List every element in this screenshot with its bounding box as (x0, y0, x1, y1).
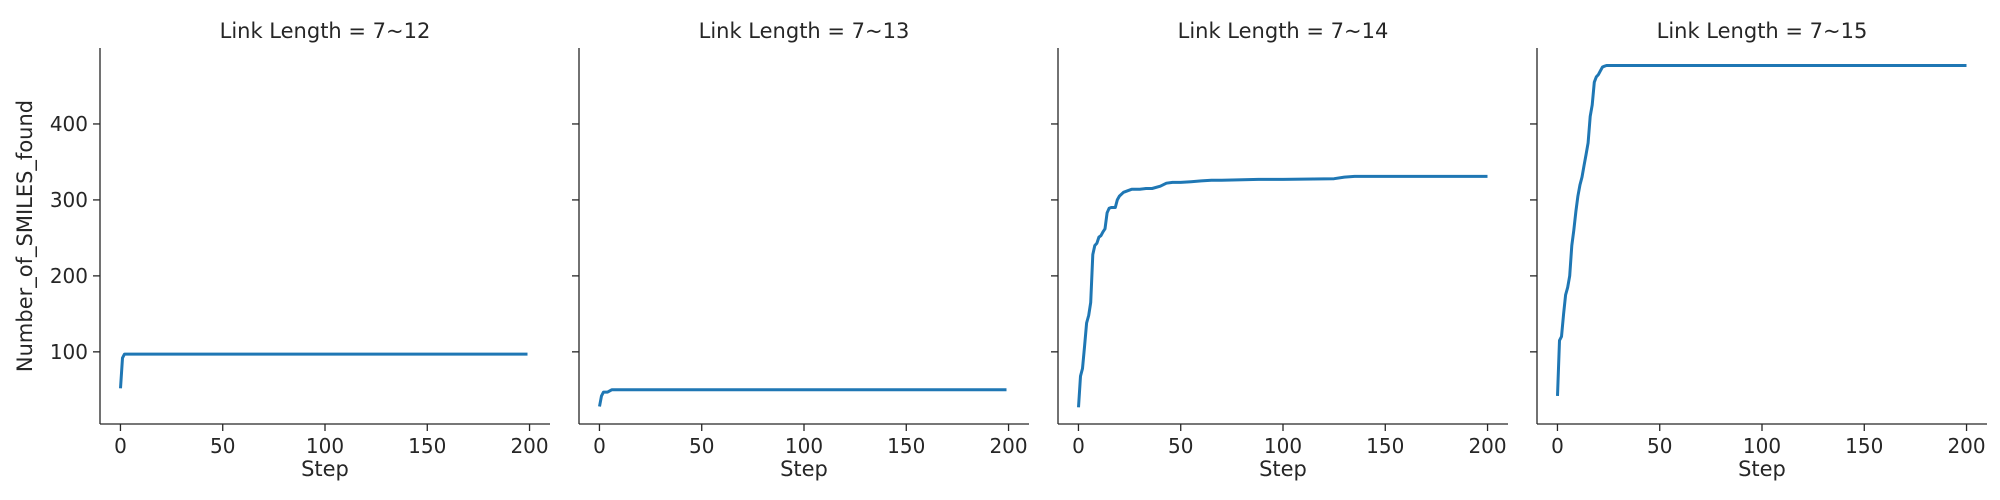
x-tick-label: 100 (785, 434, 823, 458)
panel-title: Link Length = 7~14 (1178, 19, 1389, 43)
x-tick-label: 0 (114, 434, 127, 458)
panel-title: Link Length = 7~12 (220, 19, 431, 43)
y-tick-label: 300 (50, 188, 88, 212)
panel-2: Link Length = 7~13 0 50 100 150 200 Step (572, 19, 1029, 481)
x-axis-label: Step (780, 457, 828, 481)
x-tick-label: 0 (1072, 434, 1085, 458)
x-tick-label: 50 (1168, 434, 1193, 458)
y-tick-label: 400 (50, 112, 88, 136)
x-tick-label: 200 (989, 434, 1027, 458)
y-tick-label: 100 (50, 340, 88, 364)
x-axis-label: Step (1259, 457, 1307, 481)
x-tick-label: 50 (689, 434, 714, 458)
x-tick-label: 50 (1647, 434, 1672, 458)
x-axis-label: Step (1738, 457, 1786, 481)
y-axis-label: Number_of_SMILES_found (13, 100, 38, 372)
x-axis-label: Step (301, 457, 349, 481)
x-tick-label: 150 (1845, 434, 1883, 458)
x-tick-label: 100 (306, 434, 344, 458)
panel-3: Link Length = 7~14 0 50 100 150 200 Step (1051, 19, 1508, 481)
series-line (119, 352, 528, 389)
series-line (1077, 174, 1488, 408)
x-tick-label: 150 (408, 434, 446, 458)
panel-4: Link Length = 7~15 0 50 100 150 200 Step (1530, 19, 1987, 481)
x-tick-label: 100 (1264, 434, 1302, 458)
x-tick-label: 200 (1947, 434, 1985, 458)
x-tick-label: 50 (210, 434, 235, 458)
series-line (1556, 64, 1967, 396)
x-tick-label: 150 (1366, 434, 1404, 458)
x-tick-label: 200 (510, 434, 548, 458)
series-line (598, 388, 1007, 407)
panel-title: Link Length = 7~13 (699, 19, 910, 43)
y-tick-label: 200 (50, 264, 88, 288)
x-tick-label: 150 (887, 434, 925, 458)
panel-title: Link Length = 7~15 (1657, 19, 1868, 43)
x-tick-label: 0 (593, 434, 606, 458)
x-tick-label: 0 (1551, 434, 1564, 458)
x-tick-label: 200 (1468, 434, 1506, 458)
panel-1: Link Length = 7~12 0 50 100 150 200 100 200 300 4… (13, 19, 550, 481)
x-tick-label: 100 (1743, 434, 1781, 458)
